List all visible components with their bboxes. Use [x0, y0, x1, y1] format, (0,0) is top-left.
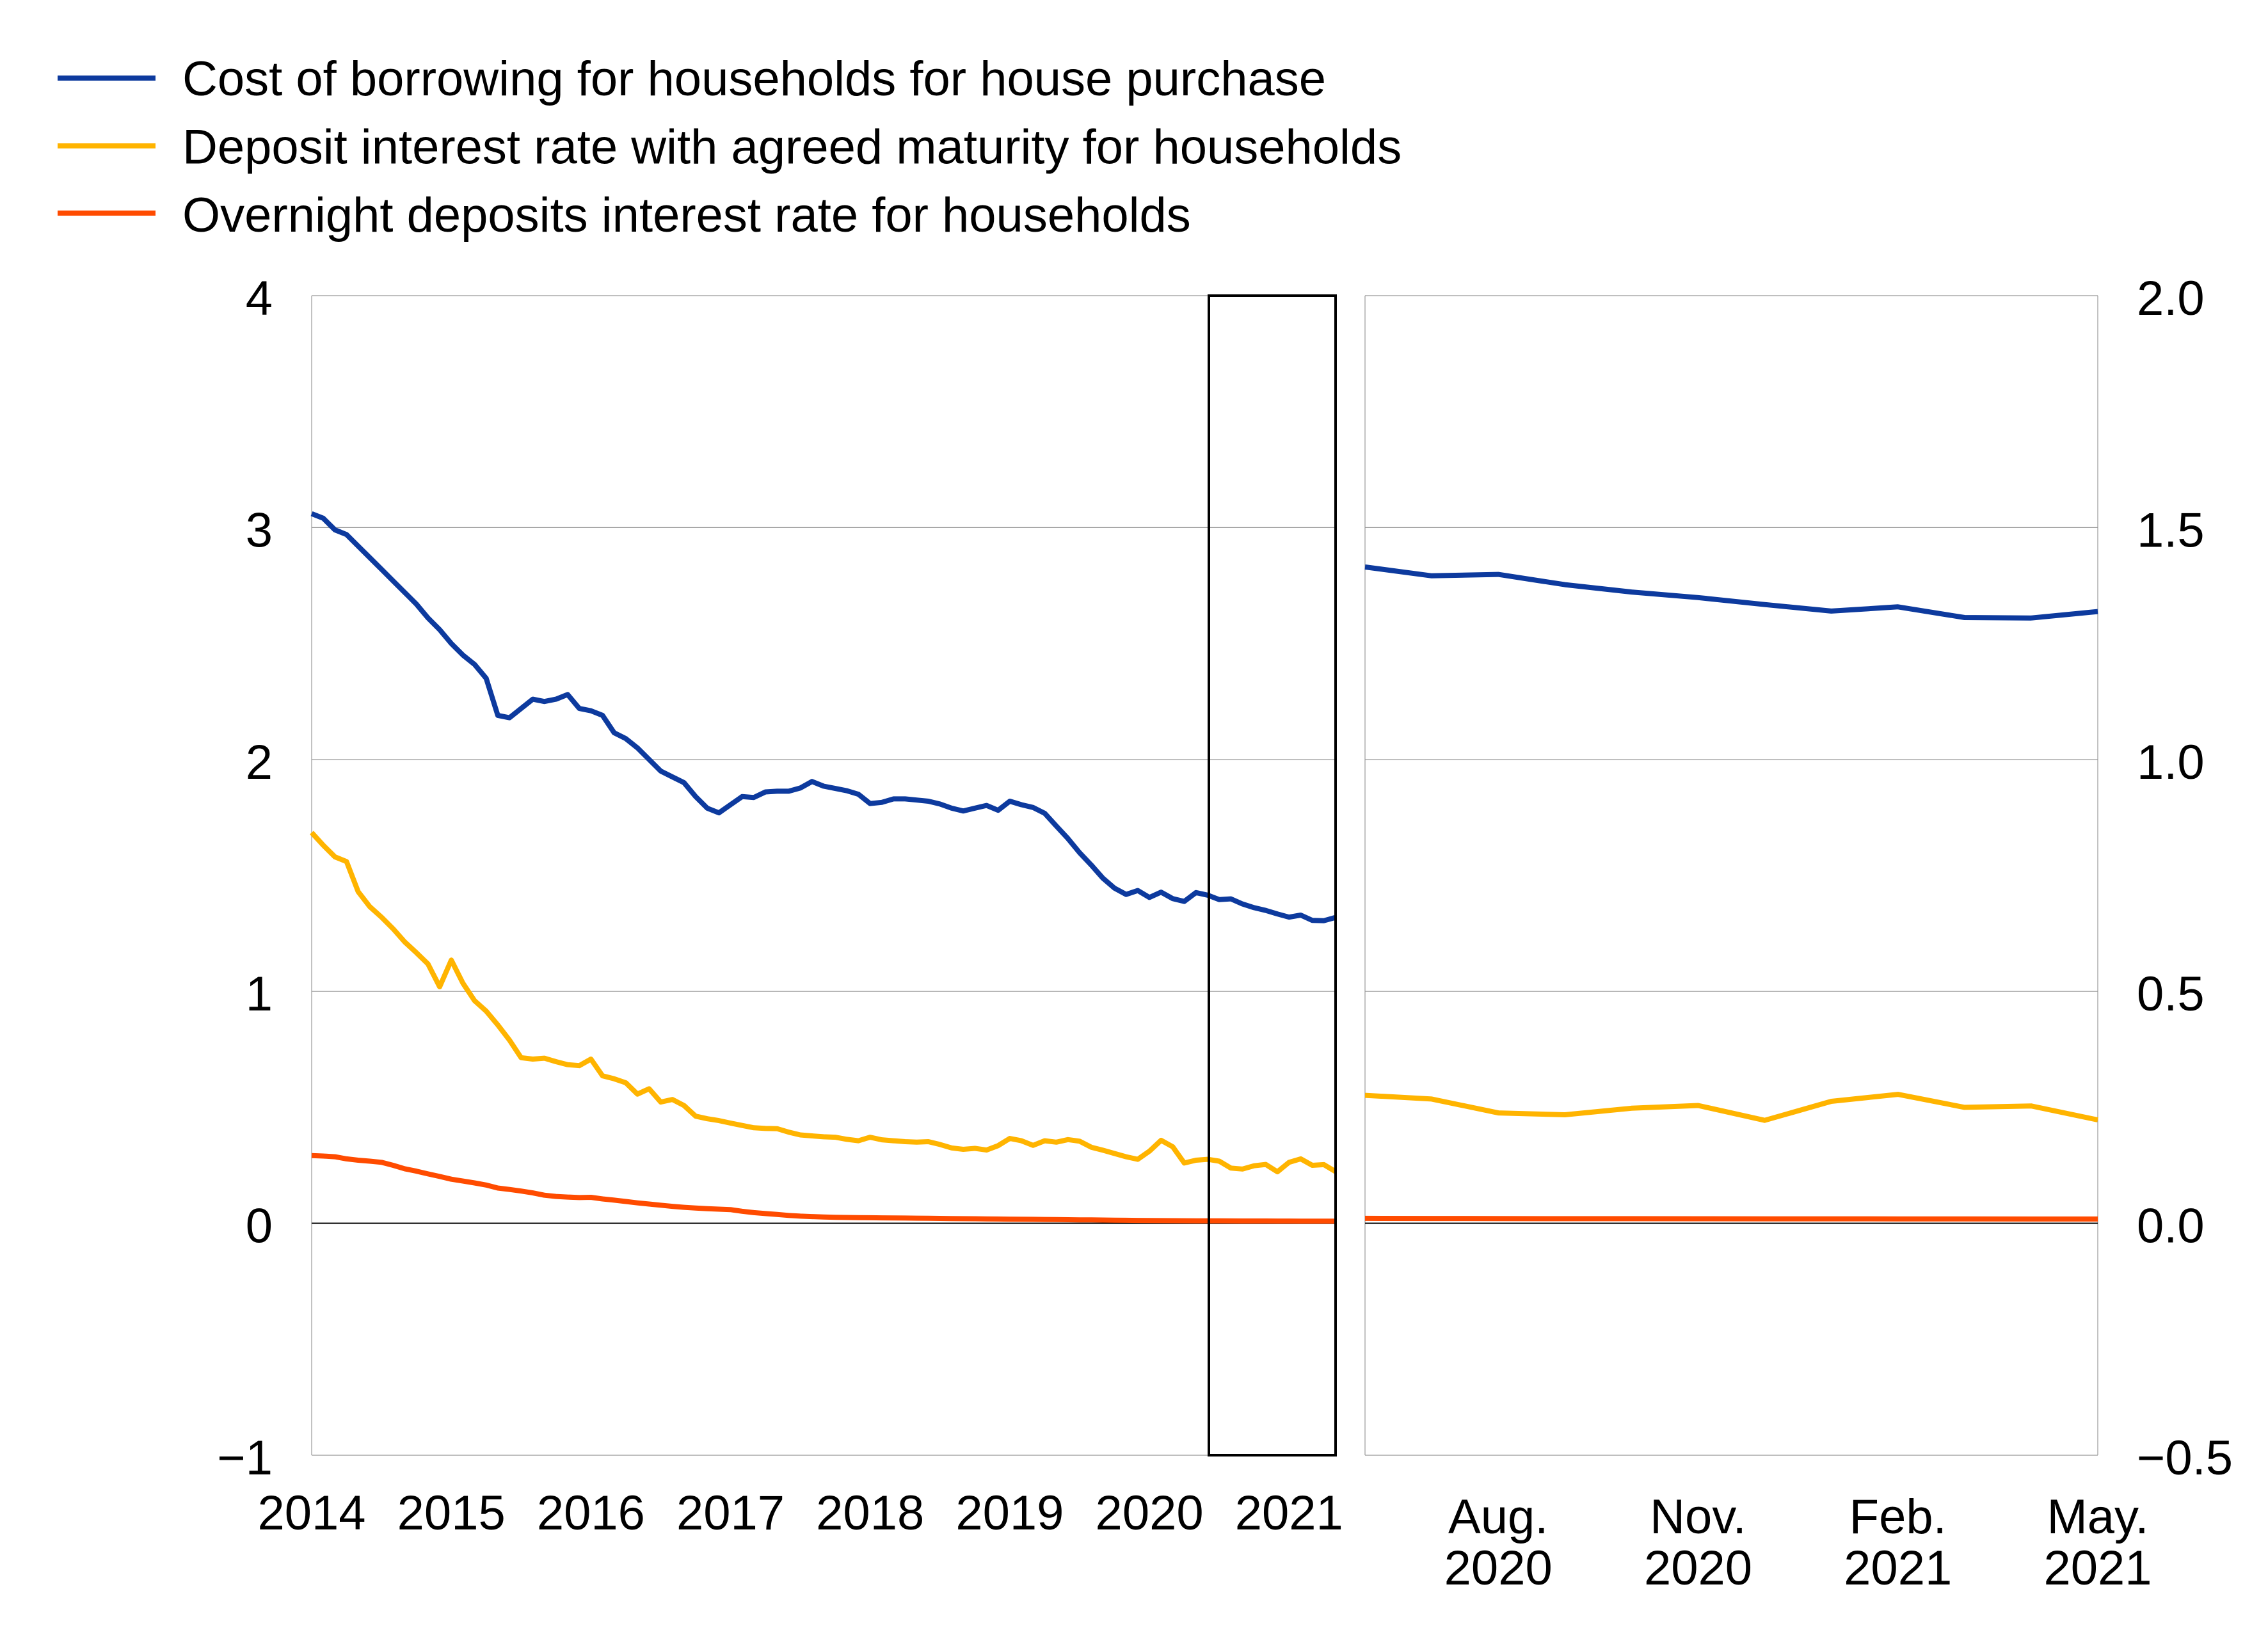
svg-text:2020: 2020	[1096, 1486, 1204, 1540]
svg-text:0.5: 0.5	[2137, 967, 2205, 1021]
svg-text:2021: 2021	[1844, 1541, 1952, 1595]
svg-text:1.0: 1.0	[2137, 735, 2205, 790]
svg-text:2020: 2020	[1444, 1541, 1553, 1595]
svg-text:1: 1	[246, 967, 273, 1021]
svg-text:−0.5: −0.5	[2137, 1431, 2233, 1485]
svg-text:2015: 2015	[397, 1486, 506, 1540]
svg-text:2.0: 2.0	[2137, 271, 2205, 326]
svg-text:0: 0	[246, 1199, 273, 1254]
svg-text:−1: −1	[217, 1431, 273, 1485]
svg-text:2017: 2017	[676, 1486, 785, 1540]
svg-text:1.5: 1.5	[2137, 503, 2205, 557]
svg-text:4: 4	[246, 271, 273, 326]
svg-text:Deposit interest rate with agr: Deposit interest rate with agreed maturi…	[182, 120, 1402, 175]
svg-text:Nov.: Nov.	[1650, 1490, 1746, 1544]
svg-text:Cost of borrowing for househol: Cost of borrowing for households for hou…	[182, 52, 1326, 106]
svg-text:2021: 2021	[2043, 1541, 2152, 1595]
svg-text:Overnight deposits interest ra: Overnight deposits interest rate for hou…	[182, 188, 1191, 243]
svg-text:May.: May.	[2047, 1490, 2148, 1544]
svg-text:2020: 2020	[1644, 1541, 1752, 1595]
svg-text:0.0: 0.0	[2137, 1199, 2205, 1254]
svg-text:2019: 2019	[955, 1486, 1064, 1540]
svg-text:2021: 2021	[1235, 1486, 1343, 1540]
svg-text:2018: 2018	[816, 1486, 924, 1540]
svg-text:Aug.: Aug.	[1448, 1490, 1548, 1544]
svg-text:3: 3	[246, 503, 273, 557]
svg-text:2014: 2014	[257, 1486, 365, 1540]
svg-text:Feb.: Feb.	[1849, 1490, 1947, 1544]
svg-text:2016: 2016	[537, 1486, 645, 1540]
svg-text:2: 2	[246, 735, 273, 790]
